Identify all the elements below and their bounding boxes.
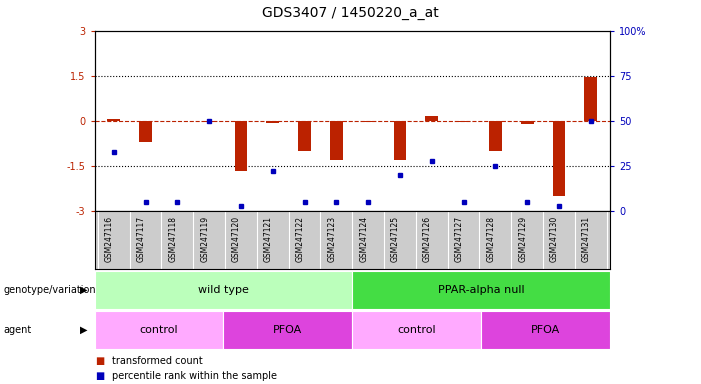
Text: GSM247120: GSM247120 — [232, 216, 241, 262]
Text: GSM247128: GSM247128 — [486, 216, 496, 262]
Bar — [362, 121, 374, 122]
Text: genotype/variation: genotype/variation — [4, 285, 96, 295]
Text: GSM247121: GSM247121 — [264, 216, 273, 262]
Bar — [353, 271, 610, 309]
Bar — [224, 311, 353, 349]
Text: GSM247116: GSM247116 — [104, 216, 114, 262]
Bar — [457, 121, 470, 122]
Bar — [95, 311, 224, 349]
Text: control: control — [139, 325, 178, 335]
Text: GSM247130: GSM247130 — [550, 216, 559, 262]
Bar — [298, 121, 311, 151]
Text: GSM247129: GSM247129 — [518, 216, 527, 262]
Text: PFOA: PFOA — [273, 325, 302, 335]
Text: GSM247118: GSM247118 — [168, 216, 177, 262]
Text: ▶: ▶ — [80, 325, 88, 335]
Bar — [235, 121, 247, 170]
Text: control: control — [397, 325, 436, 335]
Bar — [107, 119, 120, 121]
Text: GSM247122: GSM247122 — [296, 216, 304, 262]
Text: GSM247119: GSM247119 — [200, 216, 209, 262]
Text: ▶: ▶ — [80, 285, 88, 295]
Text: GSM247131: GSM247131 — [582, 216, 591, 262]
Bar — [552, 121, 565, 196]
Bar — [585, 77, 597, 121]
Text: percentile rank within the sample: percentile rank within the sample — [112, 371, 277, 381]
Text: GSM247125: GSM247125 — [391, 216, 400, 262]
Bar — [330, 121, 343, 160]
Text: GSM247127: GSM247127 — [454, 216, 463, 262]
Bar — [139, 121, 152, 142]
Bar — [393, 121, 407, 160]
Bar — [353, 311, 481, 349]
Text: agent: agent — [4, 325, 32, 335]
Text: GSM247126: GSM247126 — [423, 216, 432, 262]
Text: wild type: wild type — [198, 285, 249, 295]
Bar — [489, 121, 502, 151]
Text: GSM247117: GSM247117 — [137, 216, 146, 262]
Text: GSM247123: GSM247123 — [327, 216, 336, 262]
Text: GDS3407 / 1450220_a_at: GDS3407 / 1450220_a_at — [262, 6, 439, 20]
Text: PFOA: PFOA — [531, 325, 560, 335]
Bar — [203, 121, 215, 122]
Bar — [481, 311, 610, 349]
Bar — [521, 121, 533, 124]
Text: PPAR-alpha null: PPAR-alpha null — [437, 285, 524, 295]
Text: transformed count: transformed count — [112, 356, 203, 366]
Bar — [95, 271, 353, 309]
Text: GSM247124: GSM247124 — [359, 216, 368, 262]
Bar — [266, 121, 279, 123]
Text: ■: ■ — [95, 356, 104, 366]
Text: ■: ■ — [95, 371, 104, 381]
Bar — [426, 116, 438, 121]
